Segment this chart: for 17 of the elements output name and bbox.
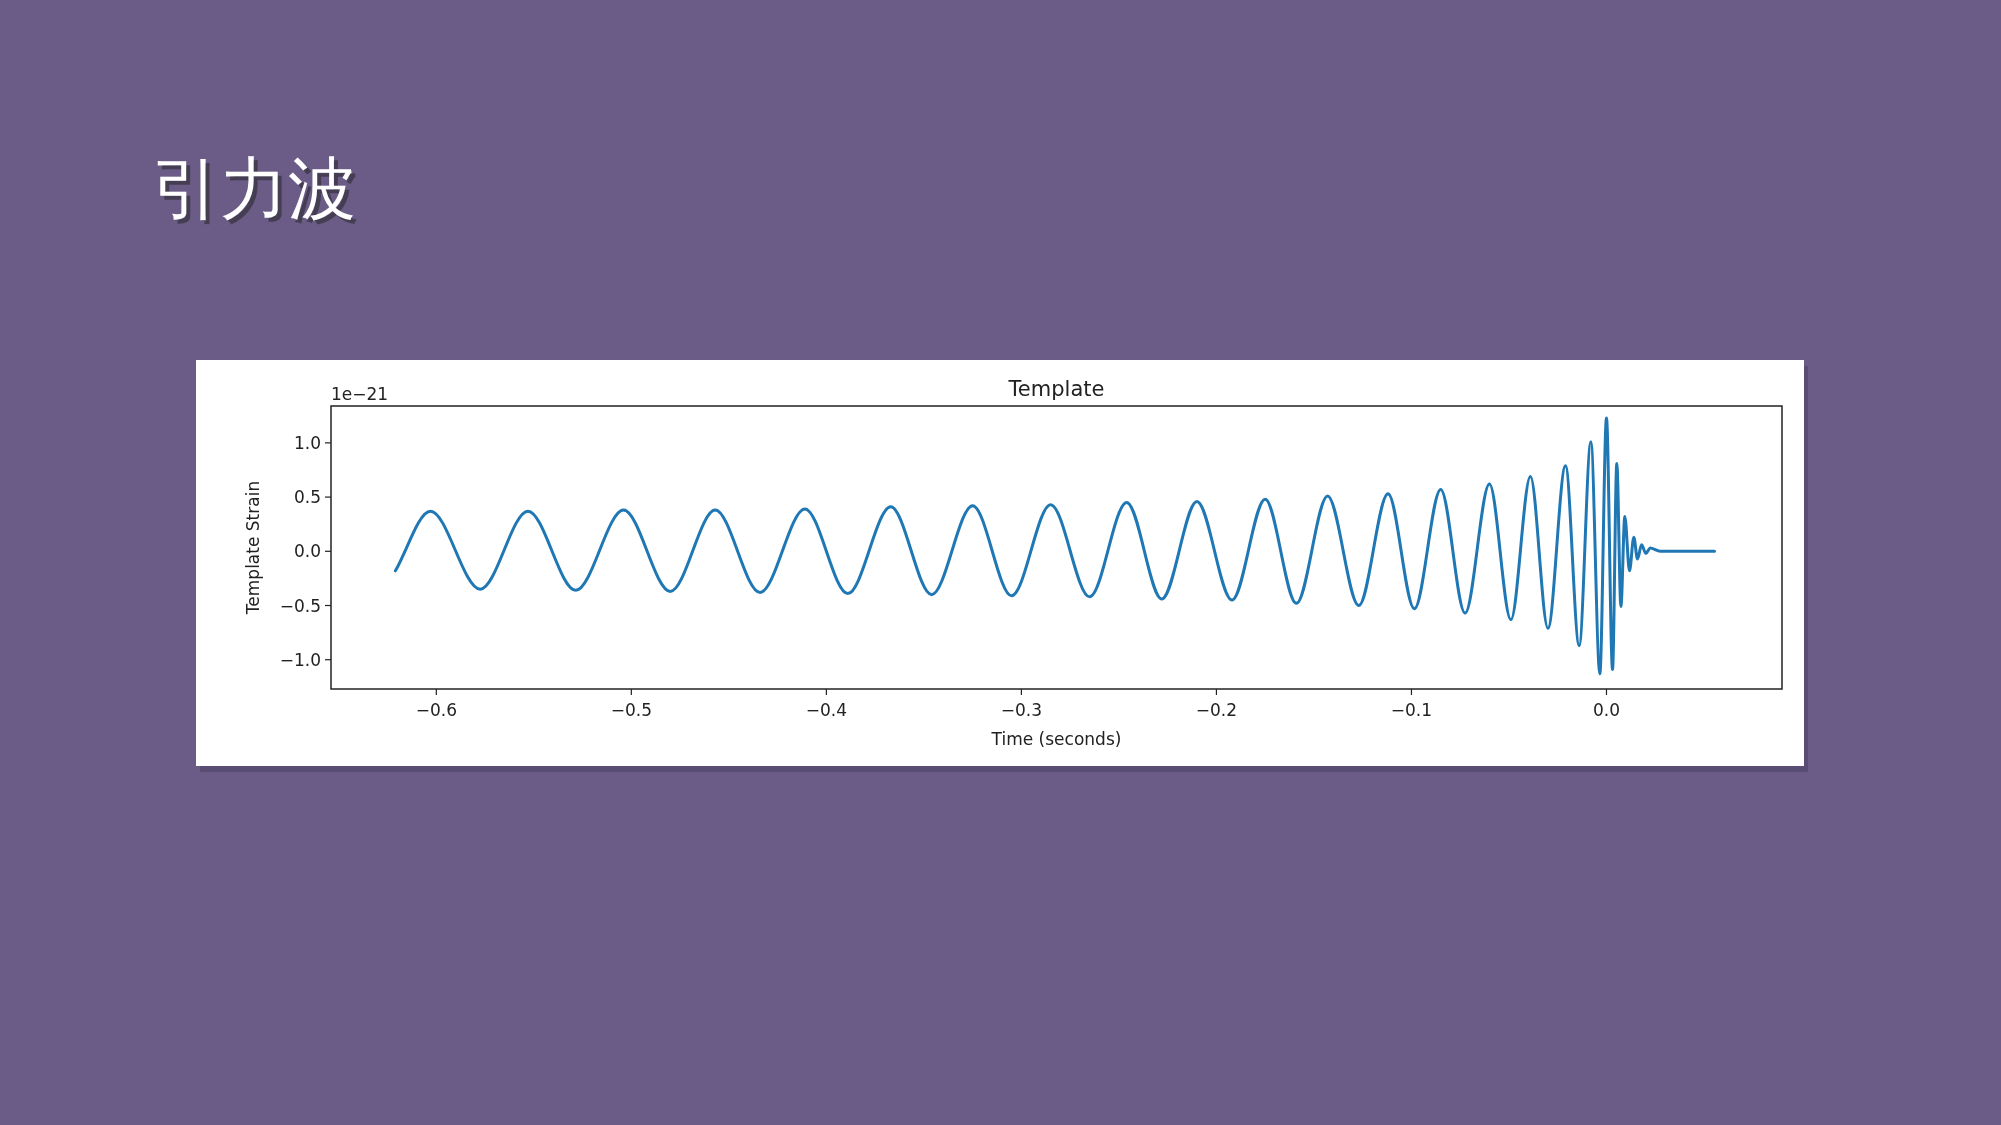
x-tick-label: −0.1 bbox=[1390, 700, 1433, 720]
text: 1e−21 bbox=[331, 384, 389, 404]
y-axis-title: Template Strain bbox=[243, 480, 263, 616]
chart-subtitle: Template bbox=[1007, 377, 1105, 401]
y-tick-label: 0.5 bbox=[293, 487, 321, 508]
x-tick-label: −0.3 bbox=[1000, 700, 1043, 720]
x-tick-label: −0.4 bbox=[805, 700, 848, 720]
y-tick-label: −1.0 bbox=[279, 649, 321, 670]
x-tick-label: −0.6 bbox=[415, 700, 457, 720]
y-tick-label: 0.0 bbox=[293, 541, 321, 562]
y-tick-label: −0.5 bbox=[279, 595, 321, 616]
x-tick-label: 0.0 bbox=[1592, 700, 1620, 720]
y-tick-label: 1.0 bbox=[293, 432, 321, 453]
line-series bbox=[393, 416, 1717, 676]
x-tick-label: −0.2 bbox=[1195, 700, 1238, 720]
x-axis-title: Time (seconds) bbox=[990, 729, 1122, 749]
x-tick-label: −0.5 bbox=[610, 700, 652, 720]
